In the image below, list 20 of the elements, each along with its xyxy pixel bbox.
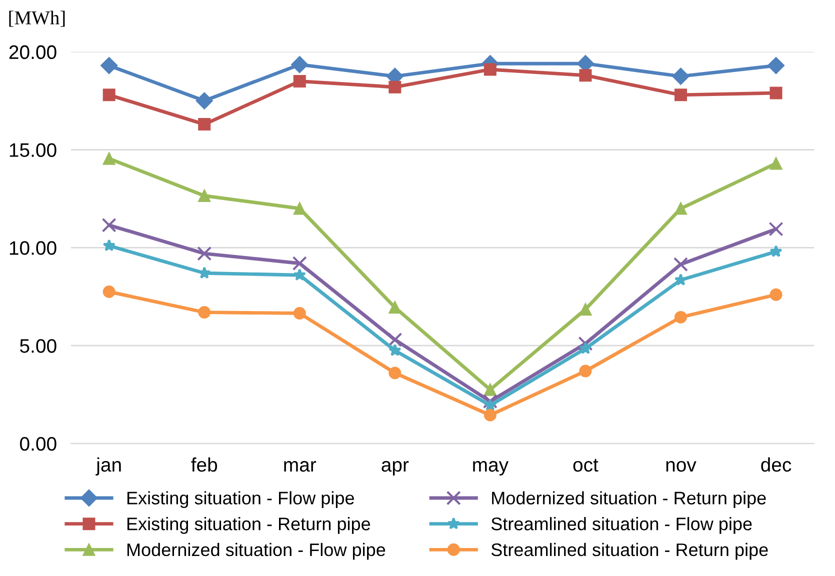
y-axis-title: [MWh] — [9, 10, 65, 27]
x-tick-label: nov — [666, 461, 696, 472]
y-tick-label: 10.00 — [10, 241, 56, 255]
legend-label: Modernized situation - Flow pipe — [127, 542, 386, 560]
y-tick-label: 20.00 — [9, 45, 56, 60]
x-tick-label: apr — [382, 461, 409, 476]
x-tick-label: dec — [761, 457, 792, 472]
y-tick-label: 0.00 — [20, 436, 56, 451]
legend-label: Streamlined situation - Return pipe — [491, 542, 768, 560]
y-tick-label: 5.00 — [20, 339, 56, 353]
legend-label: Existing situation - Return pipe — [127, 517, 370, 534]
legend-label: Streamlined situation - Flow pipe — [491, 517, 752, 534]
x-tick-label: feb — [191, 457, 218, 472]
y-tick-label: 15.00 — [10, 143, 56, 157]
x-tick-label: may — [473, 461, 509, 476]
legend-label: Existing situation - Flow pipe — [127, 491, 354, 508]
x-tick-label: oct — [573, 458, 598, 472]
legend-label: Modernized situation - Return pipe — [492, 491, 766, 508]
x-tick-label: mar — [284, 461, 316, 472]
x-tick-label: jan — [96, 457, 121, 476]
